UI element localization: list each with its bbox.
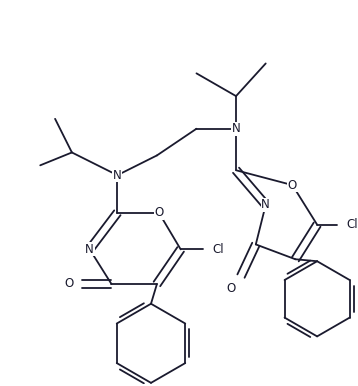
Text: O: O [64,278,73,291]
Text: N: N [232,122,241,135]
Text: N: N [113,169,122,182]
Text: N: N [85,243,94,256]
Text: N: N [261,198,270,212]
Text: O: O [154,206,164,219]
Text: Cl: Cl [346,218,358,231]
Text: O: O [227,283,236,295]
Text: Cl: Cl [212,243,224,256]
Text: O: O [288,179,297,191]
